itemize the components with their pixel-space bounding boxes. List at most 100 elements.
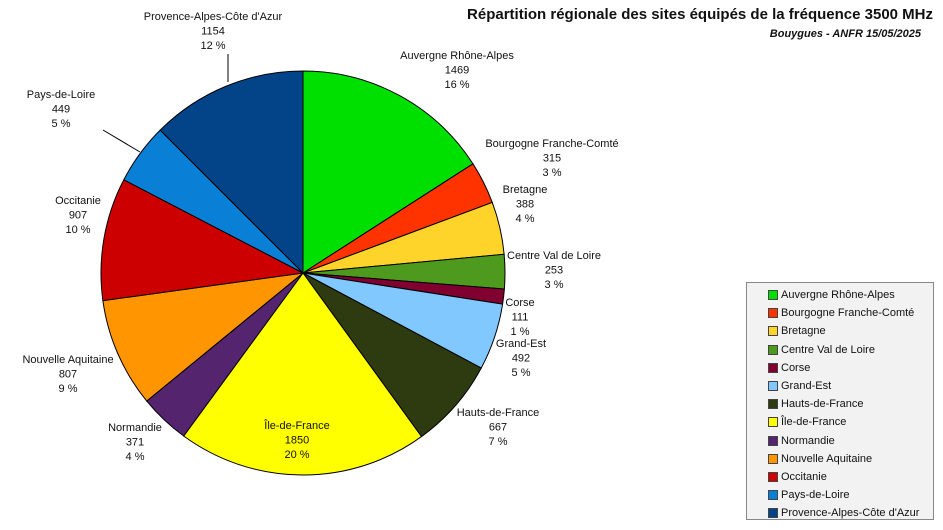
legend-label: Pays-de-Loire (781, 489, 850, 502)
slice-label-1: Bourgogne Franche-Comté 315 3 % (485, 138, 618, 179)
legend-swatch (768, 471, 778, 482)
legend-swatch (768, 399, 778, 410)
slice-name: Pays-de-Loire (27, 89, 95, 101)
slice-percent: 12 % (200, 40, 225, 52)
legend-item-1: Bourgogne Franche-Comté (768, 304, 933, 322)
slice-value: 315 (543, 152, 561, 164)
slice-percent: 7 % (489, 436, 508, 448)
legend-swatch (768, 290, 778, 301)
slice-label-4: Corse 111 1 % (505, 297, 534, 338)
legend-item-8: Normandie (768, 432, 933, 450)
slice-label-2: Bretagne 388 4 % (503, 184, 548, 225)
legend-swatch (768, 508, 778, 519)
slice-value: 667 (489, 421, 507, 433)
legend-swatch (768, 344, 778, 355)
slice-label-0: Auvergne Rhône-Alpes 1469 16 % (400, 50, 514, 91)
legend-swatch (768, 362, 778, 373)
slice-percent: 5 % (52, 118, 71, 130)
legend-label: Île-de-France (781, 416, 847, 429)
pie-slice-10 (100, 179, 305, 302)
slice-label-5: Grand-Est 492 5 % (496, 338, 546, 379)
slice-name: Bourgogne Franche-Comté (485, 138, 618, 150)
slice-name: Nouvelle Aquitaine (22, 354, 113, 366)
legend-item-5: Grand-Est (768, 377, 933, 395)
slice-name: Occitanie (55, 195, 101, 207)
slice-percent: 20 % (284, 449, 309, 461)
legend-swatch (768, 417, 778, 428)
legend-label: Auvergne Rhône-Alpes (781, 289, 895, 302)
slice-value: 388 (516, 198, 534, 210)
slice-value: 1154 (201, 25, 225, 37)
chart-title: Répartition régionale des sites équipés … (467, 6, 933, 23)
slice-label-9: Nouvelle Aquitaine 807 9 % (22, 354, 113, 395)
legend-label: Bourgogne Franche-Comté (781, 307, 915, 320)
pie-slice-7 (182, 272, 423, 476)
slice-name: Provence-Alpes-Côte d'Azur (144, 11, 283, 23)
legend-label: Provence-Alpes-Côte d'Azur (781, 507, 920, 520)
slice-name: Auvergne Rhône-Alpes (400, 50, 514, 62)
slice-name: Normandie (108, 422, 162, 434)
slice-label-10: Occitanie 907 10 % (55, 195, 101, 236)
slice-value: 253 (545, 264, 563, 276)
slice-name: Bretagne (503, 184, 548, 196)
legend-label: Bretagne (781, 325, 826, 338)
slice-percent: 10 % (65, 224, 90, 236)
legend-item-3: Centre Val de Loire (768, 341, 933, 359)
slice-value: 111 (512, 311, 529, 323)
slice-value: 1469 (445, 64, 469, 76)
legend-item-9: Nouvelle Aquitaine (768, 450, 933, 468)
slice-value: 492 (512, 352, 530, 364)
slice-percent: 16 % (444, 79, 469, 91)
slice-percent: 4 % (516, 213, 535, 225)
slice-label-12: Provence-Alpes-Côte d'Azur 1154 12 % (144, 11, 283, 52)
slice-percent: 4 % (126, 451, 145, 463)
legend-swatch (768, 490, 778, 501)
slice-percent: 3 % (543, 167, 562, 179)
legend-item-2: Bretagne (768, 322, 933, 340)
legend-item-11: Pays-de-Loire (768, 486, 933, 504)
legend-swatch (768, 326, 778, 337)
slice-name: Hauts-de-France (457, 407, 540, 419)
slice-value: 1850 (285, 434, 309, 446)
slice-percent: 1 % (511, 326, 530, 338)
slice-value: 807 (59, 368, 77, 380)
pie-slice-9 (102, 272, 305, 402)
slice-value: 449 (52, 103, 70, 115)
slice-value: 371 (126, 436, 144, 448)
slice-name: Île-de-France (263, 419, 329, 432)
slice-label-7: Île-de-France 1850 20 % (263, 419, 329, 461)
slice-value: 907 (69, 209, 87, 221)
slice-percent: 9 % (59, 383, 78, 395)
legend-label: Nouvelle Aquitaine (781, 452, 873, 465)
chart-subtitle: Bouygues - ANFR 15/05/2025 (769, 28, 921, 40)
leader-line-11 (102, 129, 141, 153)
slice-name: Centre Val de Loire (507, 250, 601, 262)
legend-item-0: Auvergne Rhône-Alpes (768, 286, 933, 304)
legend-swatch (768, 381, 778, 392)
legend-label: Hauts-de-France (781, 398, 864, 411)
legend-label: Centre Val de Loire (781, 343, 875, 356)
legend-item-10: Occitanie (768, 468, 933, 486)
slice-label-6: Hauts-de-France 667 7 % (457, 407, 540, 448)
slice-label-3: Centre Val de Loire 253 3 % (507, 250, 601, 291)
legend-swatch (768, 453, 778, 464)
slice-label-11: Pays-de-Loire 449 5 % (27, 89, 95, 130)
legend-swatch (768, 435, 778, 446)
slice-name: Grand-Est (496, 338, 546, 350)
legend-label: Grand-Est (781, 380, 832, 393)
legend-label: Occitanie (781, 470, 827, 483)
legend-swatch (768, 308, 778, 319)
legend-label: Corse (781, 361, 811, 374)
pie-slice-12 (159, 70, 304, 275)
slice-name: Corse (505, 297, 534, 309)
legend-item-12: Provence-Alpes-Côte d'Azur (768, 504, 933, 522)
slice-percent: 3 % (545, 279, 564, 291)
legend-item-7: Île-de-France (768, 413, 933, 431)
pie-slice-0 (302, 70, 474, 274)
legend-item-4: Corse (768, 359, 933, 377)
legend-label: Normandie (781, 434, 835, 447)
slice-label-8: Normandie 371 4 % (108, 422, 162, 463)
slice-percent: 5 % (512, 367, 531, 379)
legend-item-6: Hauts-de-France (768, 395, 933, 413)
